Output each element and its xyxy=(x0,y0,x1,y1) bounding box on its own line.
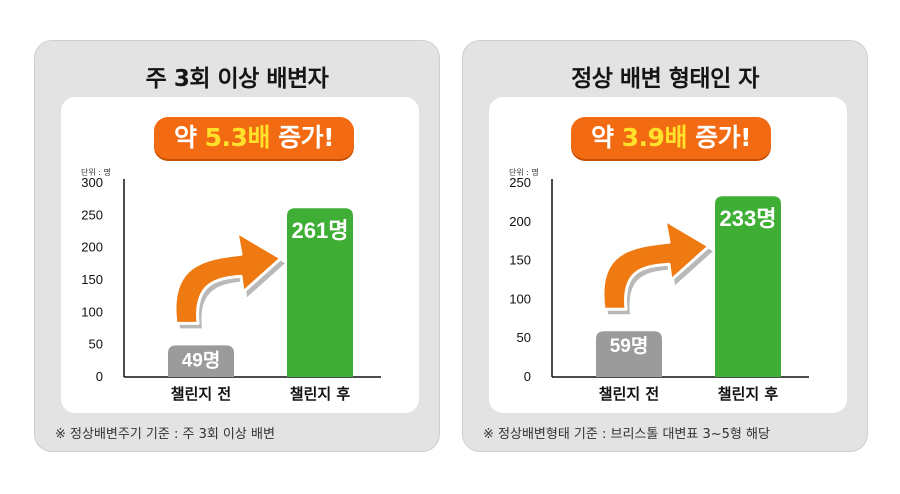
increase-badge: 약 5.3배 증가! xyxy=(154,117,354,159)
badge-multiplier: 5.3배 xyxy=(204,123,271,152)
bar-value-label: 49명 xyxy=(182,349,221,371)
chart-title: 주 3회 이상 배변자 xyxy=(145,66,329,92)
bar-value-label: 59명 xyxy=(610,335,649,357)
x-category-label: 챌린지 전 xyxy=(599,385,659,403)
unit-label: 단위 : 명 xyxy=(81,167,111,177)
increase-badge: 약 3.9배 증가! xyxy=(571,117,771,159)
x-category-label: 챌린지 후 xyxy=(718,385,779,403)
bar-value-label: 233명 xyxy=(720,206,777,231)
growth-arrow xyxy=(601,218,711,311)
y-tick-label: 0 xyxy=(524,369,531,384)
y-tick-label: 250 xyxy=(509,175,531,190)
y-tick-label: 100 xyxy=(509,291,531,306)
unit-label: 단위 : 명 xyxy=(509,167,539,177)
y-tick-label: 50 xyxy=(89,337,103,352)
x-category-label: 챌린지 후 xyxy=(290,385,351,403)
y-tick-label: 150 xyxy=(509,253,531,268)
y-tick-label: 0 xyxy=(96,369,103,384)
y-tick-label: 150 xyxy=(81,272,103,287)
growth-arrow xyxy=(173,230,283,325)
x-category-label: 챌린지 전 xyxy=(171,385,231,403)
y-tick-label: 250 xyxy=(81,207,103,222)
y-tick-label: 200 xyxy=(81,240,103,255)
bar xyxy=(287,208,353,377)
criteria-note: ※ 정상배변주기 기준 : 주 3회 이상 배변 xyxy=(55,427,275,442)
bar xyxy=(596,331,662,377)
bar-value-label: 261명 xyxy=(292,218,349,243)
y-tick-label: 300 xyxy=(81,175,103,190)
bar xyxy=(715,196,781,377)
y-tick-label: 200 xyxy=(509,214,531,229)
y-tick-label: 50 xyxy=(517,330,531,345)
badge-prefix: 약 xyxy=(590,123,622,152)
chart-title: 정상 배변 형태인 자 xyxy=(571,66,759,92)
badge-prefix: 약 xyxy=(173,123,205,152)
badge-suffix: 증가! xyxy=(269,123,335,152)
badge-multiplier: 3.9배 xyxy=(621,123,688,152)
bar xyxy=(168,345,234,377)
badge-suffix: 증가! xyxy=(686,123,752,152)
y-tick-label: 100 xyxy=(81,304,103,319)
criteria-note: ※ 정상배변형태 기준 : 브리스톨 대변표 3~5형 해당 xyxy=(483,427,770,442)
